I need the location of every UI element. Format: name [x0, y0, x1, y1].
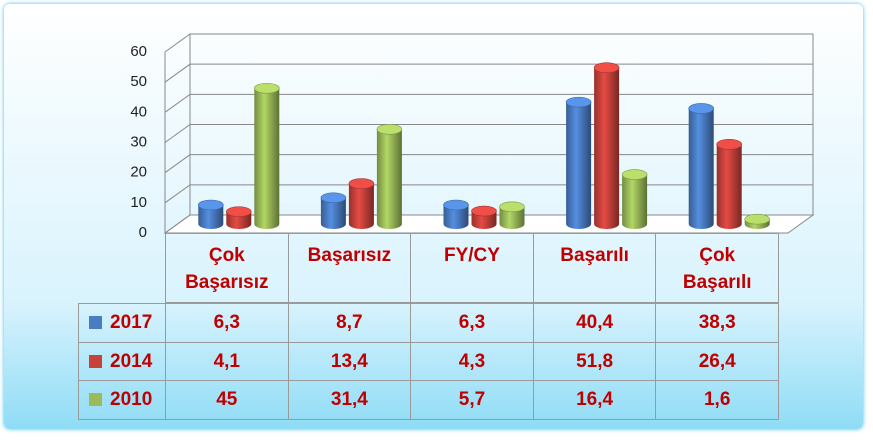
value-cell: 13,4: [287, 341, 412, 381]
bar-top: [716, 139, 743, 150]
bar: [348, 178, 375, 229]
bar-top: [348, 178, 375, 189]
bar-top: [320, 192, 347, 204]
value-cell: 51,8: [532, 341, 657, 381]
y-tick-label: 20: [130, 164, 147, 181]
category-label: Çok Başarısız: [165, 233, 289, 303]
y-tick-label: 10: [130, 194, 147, 211]
bar: [376, 123, 403, 229]
y-tick-label: 60: [130, 43, 147, 60]
bar: [471, 205, 497, 229]
y-tick-label: 30: [130, 133, 147, 150]
y-tick-label: 0: [139, 224, 147, 241]
bar: [499, 201, 525, 229]
value-cell: 16,4: [532, 380, 657, 420]
legend-entry: 2014: [78, 341, 166, 381]
bar: [320, 192, 347, 229]
y-tick-label: 40: [130, 103, 147, 120]
legend-swatch: [89, 354, 102, 368]
bar: [688, 103, 715, 229]
value-cell: 26,4: [655, 341, 779, 381]
bar-body: [443, 204, 469, 229]
value-cell: 40,4: [532, 303, 657, 343]
bar-top: [593, 62, 620, 74]
category-label: Çok Başarılı: [655, 233, 779, 303]
bar-body: [348, 183, 374, 229]
legend-swatch: [89, 393, 102, 407]
bar-top: [253, 82, 280, 94]
value-cell: 38,3: [655, 303, 779, 343]
bar: [198, 199, 224, 229]
bar-body: [499, 206, 525, 229]
bar-top: [471, 205, 497, 217]
bar-body: [622, 174, 648, 229]
bar-body: [688, 108, 714, 229]
value-cell: 1,6: [655, 380, 779, 420]
legend-label: 2014: [110, 350, 153, 372]
bar: [226, 206, 252, 229]
bar-body: [198, 204, 224, 229]
category-label: Başarısız: [287, 233, 412, 303]
grid-line: [164, 33, 813, 53]
bar-top: [198, 199, 224, 211]
y-tick-label: 50: [130, 73, 147, 90]
bar-body: [376, 129, 402, 229]
bar: [253, 82, 280, 229]
bar: [716, 139, 743, 229]
bar-top: [443, 199, 469, 211]
value-cell: 6,3: [410, 303, 534, 343]
bar-top: [565, 96, 592, 108]
category-label: Başarılı: [532, 233, 657, 303]
category-label: FY/CY: [410, 233, 534, 303]
bar-top: [499, 201, 525, 213]
legend-label: 2017: [110, 312, 153, 334]
bar-top: [744, 213, 771, 225]
bar: [565, 96, 592, 229]
bar-body: [566, 102, 592, 229]
bar-body: [594, 67, 620, 229]
bar-top: [688, 103, 715, 114]
value-cell: 45: [165, 380, 289, 420]
value-cell: 31,4: [287, 380, 412, 420]
bar-body: [254, 88, 280, 229]
bar: [443, 199, 469, 229]
legend-swatch: [89, 316, 102, 330]
value-cell: 6,3: [165, 303, 289, 343]
legend-label: 2010: [110, 389, 153, 411]
value-cell: 8,7: [287, 303, 412, 343]
value-cell: 4,3: [410, 341, 534, 381]
bar-top: [621, 169, 648, 180]
legend-entry: 2010: [78, 380, 166, 420]
bar: [593, 62, 620, 229]
bar-body: [716, 144, 742, 229]
bar-top: [226, 206, 252, 217]
value-cell: 4,1: [165, 341, 289, 381]
bar: [621, 169, 648, 229]
legend-entry: 2017: [78, 303, 166, 343]
bar-body: [320, 197, 346, 229]
value-cell: 5,7: [410, 380, 534, 420]
bar-top: [376, 123, 403, 135]
bar: [744, 213, 771, 229]
grid-line: [164, 63, 813, 83]
